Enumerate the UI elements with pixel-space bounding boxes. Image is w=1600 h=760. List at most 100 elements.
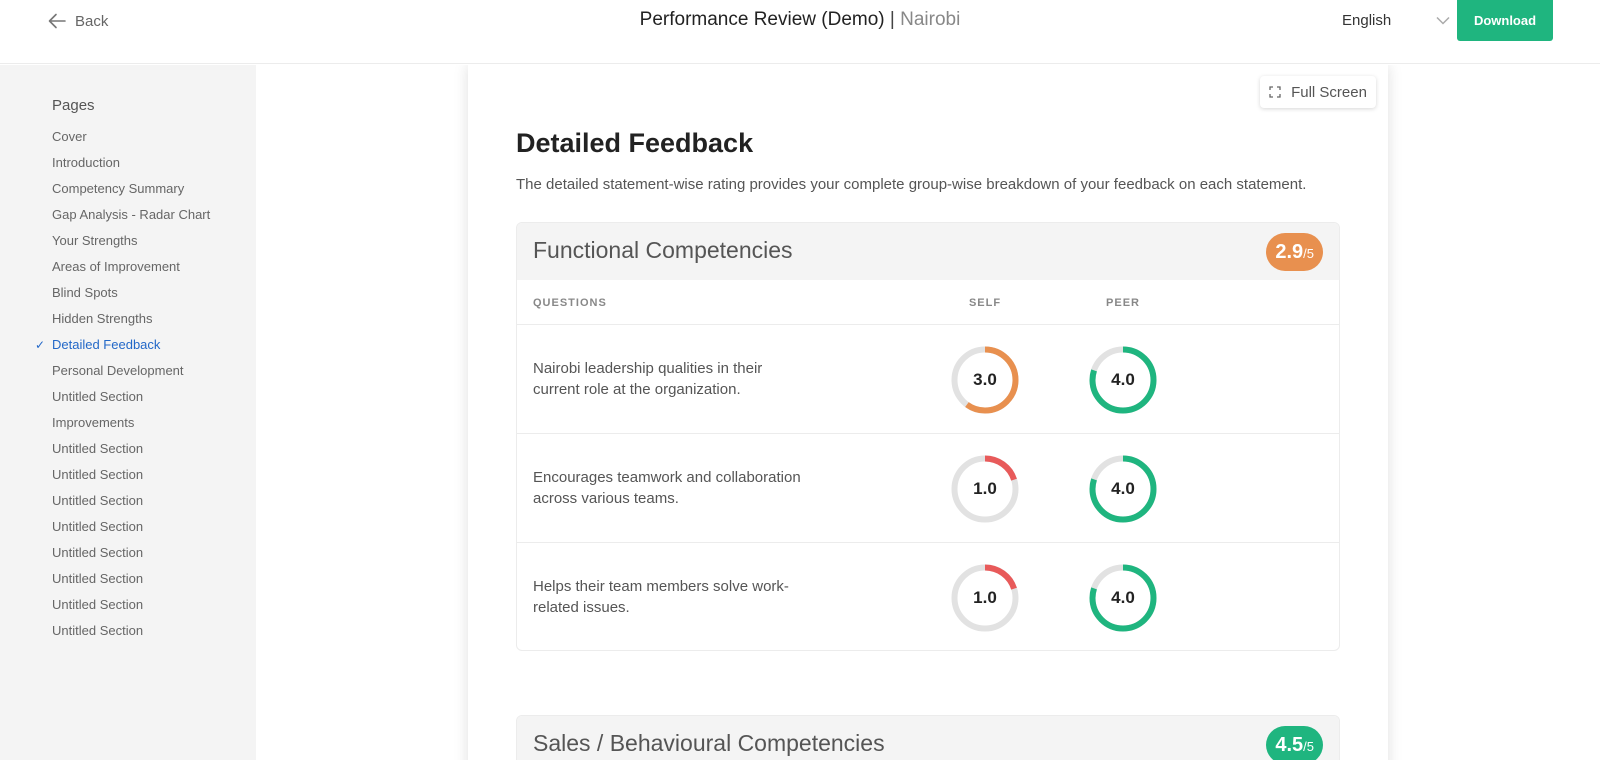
sidebar: Pages Cover Introduction Competency Summar… [0, 65, 256, 760]
competency-title: Functional Competencies [533, 237, 793, 263]
question-text: Encourages teamwork and collaboration ac… [533, 469, 801, 507]
sidebar-item-label: Untitled Section [52, 597, 144, 612]
page-title: Detailed Feedback [516, 128, 754, 158]
sidebar-item-label: Cover [52, 129, 87, 144]
self-rating-ring: 1.0 [950, 454, 1020, 524]
sidebar-item-label: Blind Spots [52, 285, 118, 300]
column-self: SELF [968, 297, 1002, 309]
expand-icon [1269, 86, 1281, 98]
sidebar-item[interactable]: Blind Spots [52, 283, 210, 309]
sidebar-item[interactable]: Untitled Section [52, 621, 210, 647]
question-text: Nairobi leadership qualities in their cu… [533, 360, 763, 398]
content-area[interactable]: Full Screen Detailed Feedback The detail… [256, 65, 1600, 760]
table-header: QUESTIONS SELF PEER [517, 280, 1339, 325]
language-select[interactable]: English [1342, 8, 1450, 32]
sidebar-item[interactable]: ✓ Detailed Feedback [35, 335, 210, 361]
rating-arc [1089, 346, 1157, 414]
report-subject: Nairobi [900, 9, 961, 30]
sidebar-item[interactable]: Untitled Section [52, 387, 210, 413]
sidebar-item-label: Untitled Section [52, 571, 144, 586]
peer-rating-ring: 4.0 [1088, 345, 1158, 415]
sidebar-item[interactable]: Personal Development [52, 361, 210, 387]
competency-score-badge: 2.9/5 [1266, 233, 1323, 271]
sidebar-item[interactable]: Untitled Section [52, 517, 210, 543]
sidebar-item[interactable]: Untitled Section [52, 491, 210, 517]
feedback-row: Encourages teamwork and collaboration ac… [517, 434, 1339, 543]
sidebar-item[interactable]: Untitled Section [52, 543, 210, 569]
sidebar-item-label: Untitled Section [52, 467, 144, 482]
sidebar-item-label: Improvements [52, 415, 135, 430]
sidebar-item[interactable]: Introduction [52, 153, 210, 179]
fullscreen-button[interactable]: Full Screen [1260, 76, 1376, 108]
peer-rating-ring: 4.0 [1088, 454, 1158, 524]
competency-title: Sales / Behavioural Competencies [533, 730, 885, 756]
sidebar-item-label: Untitled Section [52, 441, 144, 456]
column-questions: QUESTIONS [533, 297, 607, 309]
competency-card: Sales / Behavioural Competencies 4.5/5 [516, 715, 1340, 760]
feedback-rows: Nairobi leadership qualities in their cu… [517, 325, 1339, 650]
rating-value: 4.0 [1111, 370, 1135, 389]
sidebar-item[interactable]: Untitled Section [52, 595, 210, 621]
sidebar-item[interactable]: Areas of Improvement [52, 257, 210, 283]
peer-rating-ring: 4.0 [1088, 563, 1158, 633]
rating-ring-graphic [951, 564, 1019, 632]
sidebar-item[interactable]: Untitled Section [52, 569, 210, 595]
back-button[interactable]: Back [48, 10, 108, 32]
competency-header: Functional Competencies 2.9/5 [517, 223, 1339, 280]
rating-arc [951, 564, 1019, 632]
score-value: 4.5 [1275, 734, 1304, 756]
rating-arc [1089, 564, 1157, 632]
check-icon: ✓ [35, 338, 46, 352]
document-title: Performance Review (Demo) | Nairobi [0, 8, 1600, 32]
report-page: Full Screen Detailed Feedback The detail… [468, 65, 1388, 760]
sidebar-item[interactable]: Gap Analysis - Radar Chart [52, 205, 210, 231]
sidebar-item-label: Hidden Strengths [52, 311, 153, 326]
sidebar-item[interactable]: Untitled Section [52, 439, 210, 465]
rating-value: 1.0 [973, 479, 997, 498]
score-max: /5 [1303, 739, 1314, 754]
sidebar-item-label: Untitled Section [52, 493, 144, 508]
sidebar-item-label: Untitled Section [52, 623, 144, 638]
sidebar-item-label: Competency Summary [52, 181, 185, 196]
rating-value: 3.0 [973, 370, 997, 389]
sidebar-item-label: Gap Analysis - Radar Chart [52, 207, 211, 222]
score-value: 2.9 [1275, 241, 1304, 263]
feedback-row: Helps their team members solve work-rela… [517, 543, 1339, 650]
page-description: The detailed statement-wise rating provi… [516, 176, 1307, 193]
feedback-row: Nairobi leadership qualities in their cu… [517, 325, 1339, 434]
sidebar-item[interactable]: Untitled Section [52, 465, 210, 491]
back-label: Back [75, 12, 109, 30]
sidebar-item[interactable]: Your Strengths [52, 231, 210, 257]
language-value: English [1342, 11, 1392, 29]
column-peer: PEER [1106, 297, 1140, 309]
self-rating-ring: 1.0 [950, 563, 1020, 633]
score-max: /5 [1303, 246, 1314, 261]
report-title: Performance Review (Demo) [639, 9, 885, 30]
sidebar-item[interactable]: Improvements [52, 413, 210, 439]
sidebar-item-label: Personal Development [52, 363, 184, 378]
top-bar: Back Performance Review (Demo) | Nairobi… [0, 0, 1600, 64]
sidebar-item-label: Introduction [52, 155, 120, 170]
chevron-down-icon [1436, 16, 1450, 25]
sidebar-item[interactable]: Cover [52, 127, 210, 153]
sidebar-item-label: Untitled Section [52, 545, 144, 560]
rating-ring-graphic [1089, 564, 1157, 632]
rating-arc [1089, 455, 1157, 523]
arrow-left-icon [48, 13, 66, 29]
rating-ring-graphic [1089, 455, 1157, 523]
rating-ring-graphic [951, 346, 1019, 414]
sidebar-item[interactable]: Competency Summary [52, 179, 210, 205]
download-button[interactable]: Download [1457, 0, 1553, 41]
self-rating-ring: 3.0 [950, 345, 1020, 415]
page-nav: Cover Introduction Competency Summary Gap A… [35, 127, 210, 647]
sidebar-item[interactable]: Hidden Strengths [52, 309, 210, 335]
rating-arc [951, 346, 1019, 414]
competency-header: Sales / Behavioural Competencies 4.5/5 [517, 716, 1339, 760]
competency-score-badge: 4.5/5 [1266, 726, 1323, 760]
sidebar-item-label: Untitled Section [52, 519, 144, 534]
rating-ring-graphic [951, 455, 1019, 523]
sidebar-item-label: Areas of Improvement [52, 259, 180, 274]
sidebar-item-label: Your Strengths [52, 233, 138, 248]
title-separator: | [889, 9, 895, 30]
question-text: Helps their team members solve work-rela… [533, 578, 789, 616]
